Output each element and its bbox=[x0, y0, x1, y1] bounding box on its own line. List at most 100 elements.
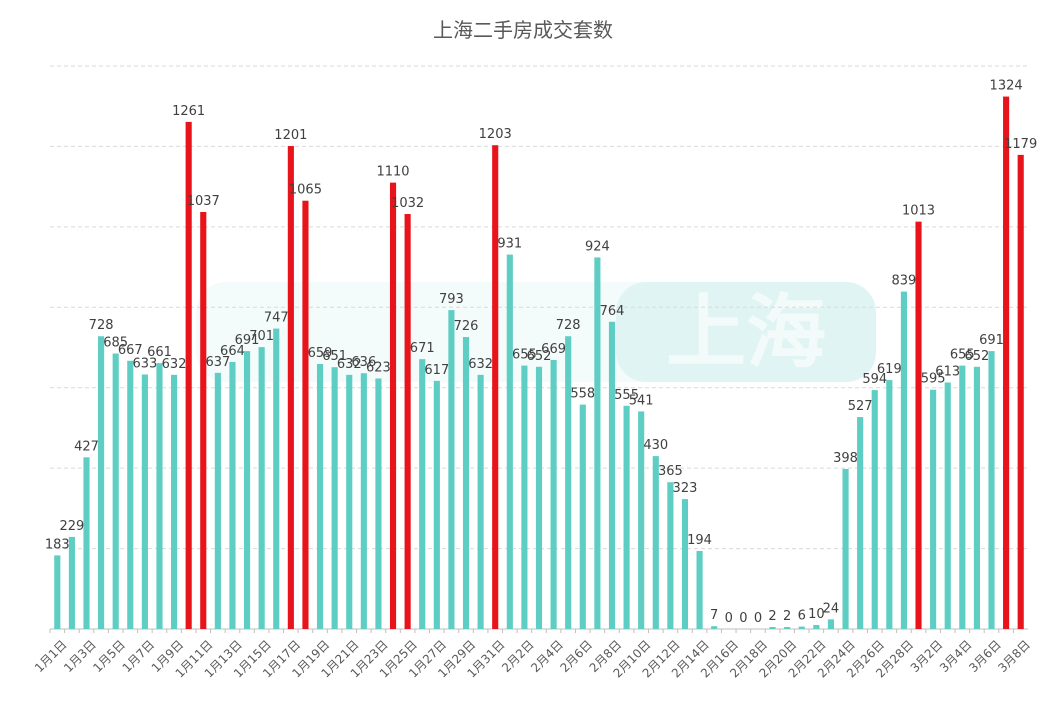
bar bbox=[54, 555, 61, 629]
bar bbox=[681, 499, 689, 629]
data-label: 651 bbox=[322, 349, 347, 364]
data-label: 747 bbox=[264, 311, 289, 326]
bar bbox=[608, 321, 616, 629]
data-label: 652 bbox=[527, 349, 552, 364]
bar bbox=[214, 372, 221, 629]
data-label: 229 bbox=[59, 519, 84, 534]
data-label: 0 bbox=[739, 611, 747, 626]
data-label: 793 bbox=[439, 292, 464, 307]
data-label: 613 bbox=[935, 364, 960, 379]
data-label: 1110 bbox=[376, 165, 409, 180]
data-label: 632 bbox=[468, 357, 493, 372]
bar bbox=[798, 626, 805, 629]
data-label: 661 bbox=[147, 345, 172, 360]
bar bbox=[579, 404, 586, 629]
x-tick-label: 3月4日 bbox=[937, 637, 975, 675]
data-label: 1032 bbox=[391, 196, 424, 211]
data-label: 655 bbox=[950, 348, 975, 363]
data-label: 667 bbox=[118, 343, 143, 358]
data-label: 594 bbox=[862, 372, 887, 387]
data-label: 655 bbox=[512, 348, 537, 363]
bar bbox=[185, 121, 192, 629]
bar bbox=[506, 254, 513, 630]
data-label: 691 bbox=[235, 333, 260, 348]
bar bbox=[521, 365, 528, 629]
data-label: 728 bbox=[556, 318, 581, 333]
data-label: 595 bbox=[921, 372, 946, 387]
bar bbox=[638, 411, 645, 629]
bar bbox=[389, 182, 397, 629]
bar bbox=[988, 351, 995, 629]
bar bbox=[667, 482, 674, 629]
bar bbox=[346, 374, 353, 629]
data-label: 541 bbox=[629, 393, 654, 408]
bar bbox=[886, 380, 893, 629]
data-label: 931 bbox=[497, 237, 522, 252]
data-label: 2 bbox=[768, 609, 776, 624]
bar bbox=[68, 536, 75, 629]
bar bbox=[98, 336, 105, 629]
x-tick-label: 3月8日 bbox=[995, 637, 1033, 675]
data-label: 183 bbox=[45, 537, 70, 552]
chart-title: 上海二手房成交套数 bbox=[433, 18, 613, 42]
data-label: 632 bbox=[337, 357, 362, 372]
bar bbox=[550, 359, 557, 629]
bar bbox=[915, 221, 922, 630]
data-label: 1324 bbox=[990, 79, 1023, 94]
data-label: 669 bbox=[541, 342, 566, 357]
x-tick-label: 2月4日 bbox=[528, 637, 566, 675]
bar bbox=[229, 361, 236, 629]
bar bbox=[448, 310, 455, 629]
bar bbox=[696, 550, 703, 629]
data-label: 555 bbox=[614, 388, 639, 403]
data-label: 0 bbox=[725, 611, 733, 626]
data-label: 1037 bbox=[187, 194, 220, 209]
data-label: 10 bbox=[808, 607, 825, 622]
bar bbox=[156, 363, 163, 629]
bar bbox=[200, 211, 207, 630]
data-label: 6 bbox=[798, 609, 806, 624]
bar bbox=[1017, 154, 1024, 629]
bar bbox=[1003, 96, 1010, 629]
bar bbox=[433, 380, 440, 629]
bar bbox=[273, 328, 280, 629]
bar bbox=[331, 367, 338, 629]
data-label: 24 bbox=[823, 601, 840, 616]
x-tick-label: 1月3日 bbox=[61, 637, 99, 675]
data-label: 701 bbox=[249, 329, 274, 344]
bar bbox=[243, 351, 251, 629]
bar bbox=[404, 213, 411, 629]
bar bbox=[827, 619, 835, 629]
data-label: 652 bbox=[964, 349, 989, 364]
bar bbox=[419, 359, 426, 629]
bar bbox=[857, 417, 864, 629]
data-label: 323 bbox=[673, 481, 698, 496]
bar bbox=[141, 374, 148, 629]
bar bbox=[930, 389, 937, 629]
data-label: 1179 bbox=[1004, 137, 1037, 152]
data-label: 636 bbox=[351, 355, 376, 370]
bar bbox=[784, 627, 791, 629]
data-label: 619 bbox=[877, 362, 902, 377]
bar bbox=[477, 374, 484, 629]
bar bbox=[316, 363, 324, 629]
bar bbox=[302, 200, 309, 630]
data-label: 1203 bbox=[479, 127, 512, 142]
data-label: 0 bbox=[754, 611, 762, 626]
x-tick-label: 2月2日 bbox=[499, 637, 537, 675]
data-label: 1065 bbox=[289, 183, 322, 198]
bar bbox=[258, 347, 265, 629]
x-tick-label: 3月2日 bbox=[908, 637, 946, 675]
bar bbox=[973, 366, 980, 629]
data-label: 1201 bbox=[274, 128, 307, 143]
data-label: 728 bbox=[89, 318, 114, 333]
data-label: 1261 bbox=[172, 104, 205, 119]
x-tick-label: 1月1日 bbox=[32, 637, 70, 675]
bar bbox=[959, 365, 966, 629]
bar bbox=[171, 374, 178, 629]
bar bbox=[769, 627, 776, 629]
bar bbox=[652, 456, 659, 629]
data-label: 633 bbox=[132, 356, 157, 371]
bar bbox=[842, 468, 849, 629]
